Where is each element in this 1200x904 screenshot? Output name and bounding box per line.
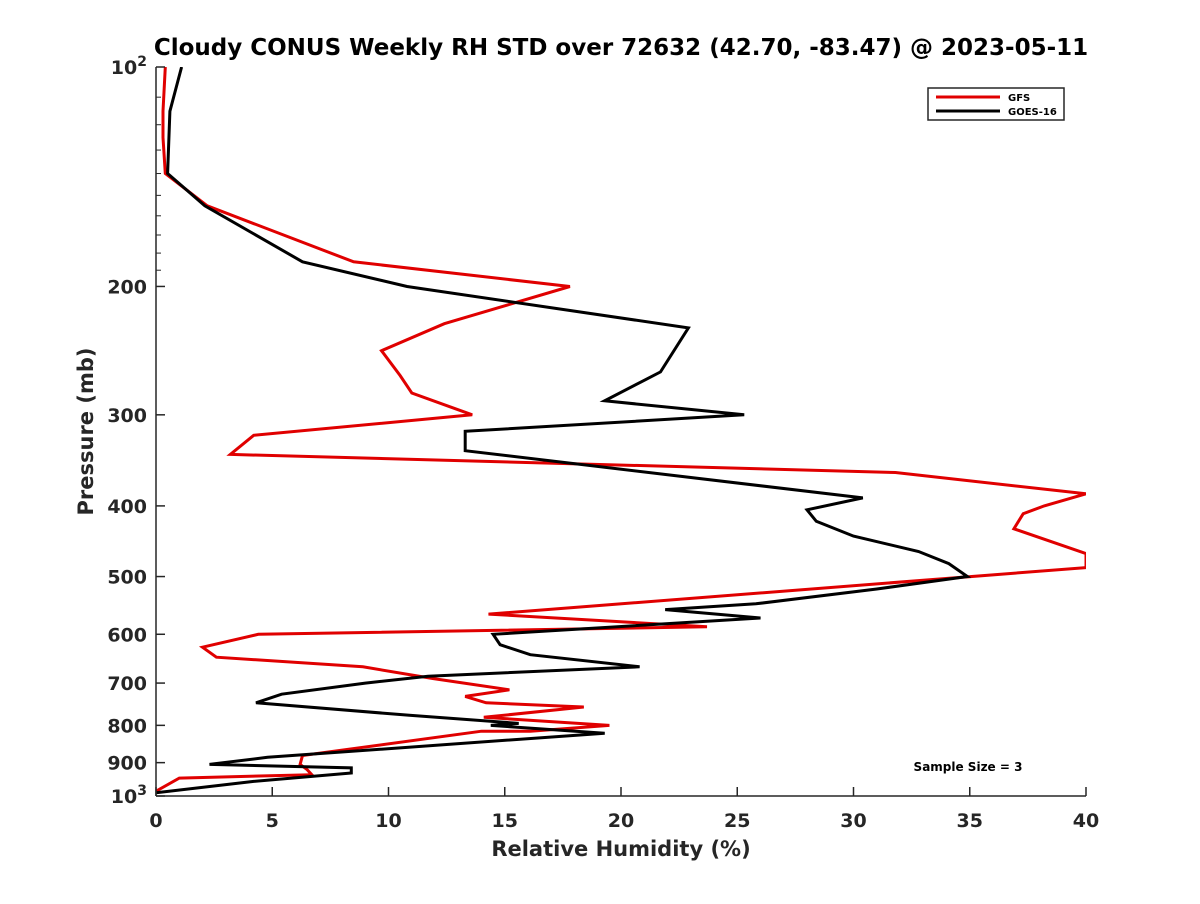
x-tick-label: 5 — [266, 810, 279, 832]
y-tick-label: 500 — [107, 567, 147, 589]
y-tick-label: 400 — [107, 496, 147, 518]
plot-area — [156, 67, 1086, 796]
legend: GFS GOES-16 — [927, 87, 1065, 121]
legend-label: GOES-16 — [1008, 107, 1057, 118]
y-axis-label: Pressure (mb) — [74, 348, 98, 516]
series-line-gfs — [156, 67, 1086, 793]
y-tick-label: 103 — [111, 783, 147, 808]
sample-size-annotation: Sample Size = 3 — [914, 760, 1023, 774]
y-tick-label: 600 — [107, 624, 147, 646]
x-tick-label: 10 — [375, 810, 401, 832]
y-tick-label: 300 — [107, 405, 147, 427]
legend-label: GFS — [1008, 93, 1030, 104]
x-tick-label: 40 — [1073, 810, 1099, 832]
x-tick-label: 15 — [492, 810, 518, 832]
plot-background — [156, 67, 1086, 796]
x-tick-label: 30 — [840, 810, 866, 832]
x-tick-label: 0 — [149, 810, 162, 832]
text-layer: 0 5 10 15 20 25 30 35 40 102 200 300 400 500 600 700 800… — [74, 35, 1099, 861]
x-tick-label: 25 — [724, 810, 750, 832]
y-tick-label: 200 — [107, 276, 147, 298]
x-tick-label: 20 — [608, 810, 634, 832]
x-axis-label: Relative Humidity (%) — [491, 837, 750, 861]
x-tick-label: 35 — [957, 810, 983, 832]
y-tick-label: 900 — [107, 753, 147, 775]
axes-layer — [155, 66, 1087, 797]
series-layer — [156, 67, 1086, 795]
legend-box — [927, 87, 1065, 121]
y-tick-label: 102 — [111, 54, 147, 79]
y-tick-label: 700 — [107, 673, 147, 695]
y-tick-label: 800 — [107, 715, 147, 737]
series-line-goes-16 — [156, 67, 972, 795]
chart-title: Cloudy CONUS Weekly RH STD over 72632 (4… — [154, 35, 1088, 61]
